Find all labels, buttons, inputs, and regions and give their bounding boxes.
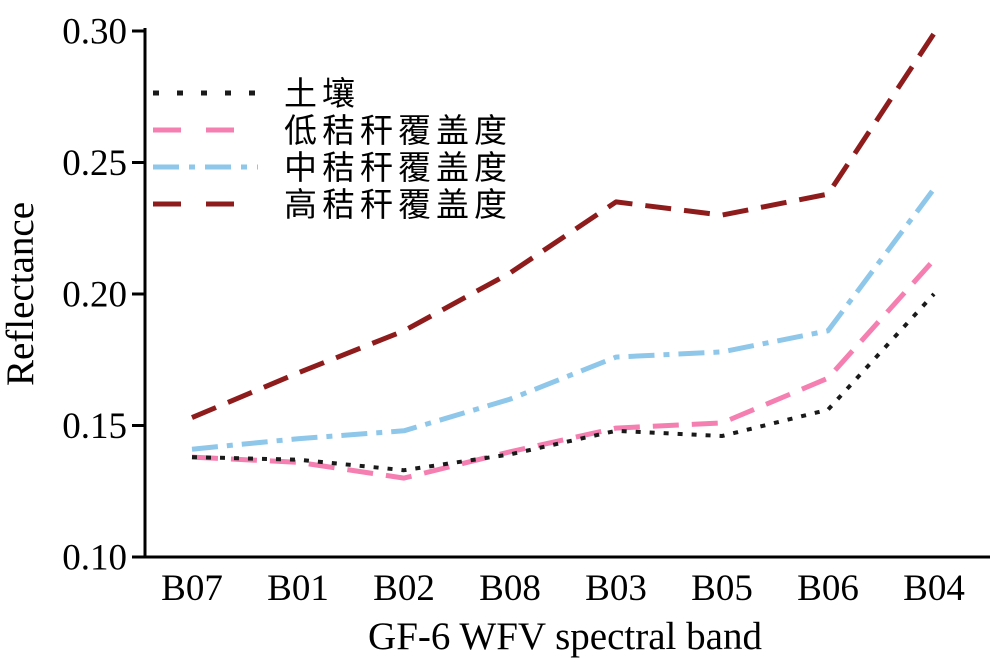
legend-label: 高秸秆覆盖度: [284, 187, 512, 224]
series-line: [191, 187, 937, 452]
y-axis-title: Reflectance: [0, 202, 42, 386]
series-line: [191, 258, 936, 481]
y-tick-label: 0.15: [62, 406, 127, 447]
y-tick-label: 0.30: [62, 12, 127, 53]
y-tick-label: 0.20: [62, 275, 127, 316]
legend-label: 土壤: [284, 76, 360, 113]
x-tick-label: B07: [161, 568, 223, 609]
x-axis-title: GF-6 WFV spectral band: [368, 615, 762, 658]
x-tick-label: B06: [797, 568, 859, 609]
legend-label: 低秸秆覆盖度: [284, 113, 512, 150]
legend-label: 中秸秆覆盖度: [284, 150, 512, 187]
series-line: [191, 32, 937, 420]
y-tick-label: 0.10: [62, 538, 127, 579]
x-tick-label: B02: [373, 568, 435, 609]
x-tick-label: B03: [585, 568, 647, 609]
x-tick-label: B01: [267, 568, 329, 609]
x-tick-label: B05: [691, 568, 753, 609]
x-tick-label: B08: [479, 568, 541, 609]
x-tick-label: B04: [903, 568, 965, 609]
chart-plot-area: 0.10 0.15 0.20 0.25 0.30 B07 B01 B02 B08 B03 B05 B0…: [62, 12, 990, 609]
y-tick-label: 0.25: [62, 143, 127, 184]
